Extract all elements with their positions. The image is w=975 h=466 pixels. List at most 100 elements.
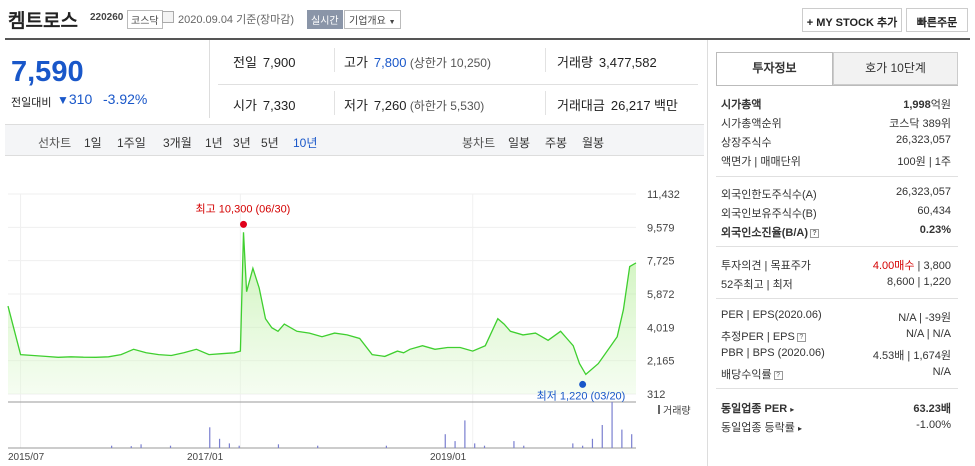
x-tick-label: 2019/01 (430, 452, 467, 463)
market-badge: 코스닥 (127, 10, 163, 29)
period-tab[interactable]: 1년 (205, 136, 223, 150)
company-overview-dropdown[interactable]: 기업개요 ▼ (344, 10, 401, 29)
shares-row: 상장주식수 26,323,057 (721, 134, 951, 150)
stats-divider (218, 84, 698, 85)
help-icon[interactable]: ? (810, 228, 819, 238)
shares-value: 26,323,057 (895, 134, 951, 146)
industry-per-label[interactable]: 동일업종 PER ▸ (721, 400, 794, 416)
period-tab[interactable]: 1일 (84, 136, 102, 150)
volume-row: 거래량 3,477,582 (557, 52, 657, 71)
volume-bar (591, 438, 594, 448)
market-cap-row: 시가총액 1,998억원 (721, 96, 951, 112)
candle-tab[interactable]: 월봉 (582, 136, 605, 150)
market-cap-label: 시가총액 (721, 99, 762, 111)
volume-bar (601, 425, 603, 448)
section-divider (716, 388, 958, 389)
volume-label: 거래량 (557, 55, 593, 70)
foreign-limit-label: 외국인한도주식수(A) (721, 189, 817, 201)
face-row: 액면가 | 매매단위 100원 | 1주 (721, 153, 951, 169)
industry-rate-text: 동일업종 등락률 (721, 422, 795, 434)
date-basis: 2020.09.04 기준(장마감) (178, 14, 295, 26)
calendar-icon (162, 11, 174, 23)
chevron-down-icon: ▼ (388, 19, 396, 26)
price-area (8, 232, 636, 394)
pbr-row: PBR | BPS (2020.06) 4.53배 | 1,674원 (721, 347, 951, 363)
volume-bar (621, 429, 623, 448)
help-icon[interactable]: ? (773, 370, 783, 380)
industry-rate-row: 동일업종 등락률 ▸ -1.00% (721, 419, 951, 435)
period-tab[interactable]: 3개월 (163, 136, 192, 150)
down-arrow-icon: ▼ (57, 93, 69, 107)
side-panel (707, 40, 970, 466)
volume-bar (474, 443, 476, 448)
volume-bar (277, 444, 280, 448)
help-icon[interactable]: ? (796, 332, 806, 342)
volume-bar (513, 441, 515, 448)
volume-bar (209, 427, 211, 448)
stats-sep (334, 91, 335, 115)
arrow-right-icon: ▸ (790, 405, 795, 414)
volume-bar (582, 445, 584, 448)
stats-sep (545, 48, 546, 72)
low-marker (579, 380, 587, 388)
est-per-value: N/A | N/A (905, 328, 951, 340)
industry-rate-label[interactable]: 동일업종 등락률 ▸ (721, 419, 802, 435)
prev-close-row: 전일 7,900 (233, 52, 295, 71)
price-chart[interactable]: 11,432 9,579 7,725 5,872 4,019 2,165 312 최고 10,… (5, 168, 705, 466)
rank-row: 시가총액순위 코스닥 389위 (721, 115, 951, 131)
foreign-limit-row: 외국인한도주식수(A) 26,323,057 (721, 186, 951, 202)
realtime-button[interactable]: 실시간 (307, 10, 343, 29)
volume-bar (631, 434, 633, 448)
tab-orderbook[interactable]: 호가 10단계 (833, 52, 958, 85)
plus-icon: + (806, 17, 814, 29)
pbr-value: 4.53배 | 1,674원 (872, 350, 951, 362)
dividend-value: N/A (932, 366, 951, 378)
period-bar: 선차트 1일 1주일 3개월 1년 3년 5년 10년 봉차트 일봉 주봉 월봉 (5, 124, 704, 156)
volume-legend-icon (658, 405, 660, 414)
change-value: ▼310 (57, 91, 92, 107)
quick-order-button[interactable]: 빠른주문 (906, 8, 968, 32)
amount-label: 거래대금 (557, 98, 605, 113)
x-tick-label: 2017/01 (187, 452, 224, 463)
low-annotation: 최저 1,220 (03/20) (537, 389, 626, 402)
candle-tab[interactable]: 주봉 (545, 136, 568, 150)
dividend-label: 배당수익률? (721, 366, 783, 382)
est-per-label: 추정PER | EPS? (721, 328, 806, 344)
candle-chart-label: 봉차트 (462, 136, 496, 150)
stats-sep (545, 91, 546, 115)
week52-label: 52주최고 | 최저 (721, 279, 793, 291)
volume-bar (218, 438, 221, 448)
open-row: 시가 7,330 (233, 95, 295, 114)
industry-per-row: 동일업종 PER ▸ 63.23배 (721, 400, 951, 416)
est-per-row: 추정PER | EPS? N/A | N/A (721, 328, 951, 344)
period-tab[interactable]: 1주일 (117, 136, 146, 150)
upper-limit: (상한가 10,250) (409, 56, 491, 70)
y-tick-label: 2,165 (647, 356, 675, 368)
volume-bar (464, 420, 466, 448)
high-label: 고가 (344, 55, 368, 70)
per-label: PER | EPS(2020.06) (721, 309, 822, 321)
y-tick-label: 312 (647, 389, 665, 401)
dividend-row: 배당수익률? N/A (721, 366, 951, 382)
period-tab[interactable]: 5년 (261, 136, 279, 150)
volume-bar (238, 445, 240, 448)
line-chart-label: 선차트 (38, 136, 72, 150)
per-value: N/A | -39원 (898, 312, 951, 324)
foreign-ratio-label: 외국인소진율(B/A)? (721, 224, 819, 240)
company-overview-label: 기업개요 (349, 16, 386, 27)
current-price: 7,590 (11, 56, 84, 88)
open-value: 7,330 (262, 98, 296, 113)
candle-tab[interactable]: 일봉 (508, 136, 531, 150)
period-tab[interactable]: 10년 (293, 136, 318, 150)
period-tab[interactable]: 3년 (233, 136, 251, 150)
prev-close-label: 전일 (233, 55, 257, 70)
high-value: 7,800 (373, 55, 407, 70)
add-mystock-button[interactable]: + MY STOCK 추가 (802, 8, 902, 32)
rank-value: 코스닥 389위 (889, 118, 951, 130)
week52-row: 52주최고 | 최저 8,600 | 1,220 (721, 276, 951, 292)
face-value: 100원 | 1주 (897, 156, 951, 168)
per-row: PER | EPS(2020.06) N/A | -39원 (721, 309, 951, 325)
rank-label: 시가총액순위 (721, 118, 782, 130)
volume-bar (385, 445, 387, 448)
tab-invest-info[interactable]: 투자정보 (716, 52, 833, 85)
